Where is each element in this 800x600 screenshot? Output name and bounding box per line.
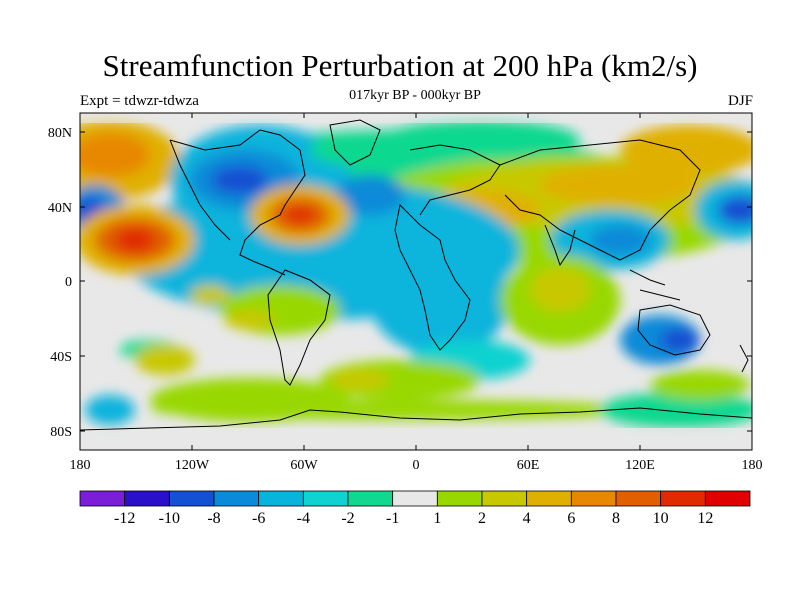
colorbar-swatch xyxy=(570,490,617,507)
lat-label: 40N xyxy=(48,201,72,216)
colorbar-swatch xyxy=(302,490,349,507)
coastlines xyxy=(80,119,752,431)
lat-label: 80N xyxy=(48,126,72,141)
chart-title: Streamfunction Perturbation at 200 hPa (… xyxy=(102,48,698,83)
season-label: DJF xyxy=(727,93,753,109)
colorbar-swatch xyxy=(436,490,483,507)
colorbar-swatch xyxy=(660,490,706,507)
colorbar-label: 2 xyxy=(478,510,486,527)
colorbar-label: -8 xyxy=(207,510,220,527)
colorbar-label: -4 xyxy=(297,510,310,527)
experiment-label: Expt = tdwzr-tdwza xyxy=(80,93,199,109)
colorbar-label: -10 xyxy=(159,510,180,527)
colorbar-swatch xyxy=(392,490,438,507)
lon-label: 180 xyxy=(70,458,91,473)
colorbar-swatch xyxy=(615,490,662,507)
colorbar-swatch xyxy=(526,490,572,507)
lon-label: 120W xyxy=(175,458,210,473)
chart-subtitle: 017kyr BP - 000kyr BP xyxy=(349,88,481,103)
colorbar-label: 12 xyxy=(697,510,713,527)
colorbar-label: -2 xyxy=(341,510,354,527)
colorbar-label: -1 xyxy=(386,510,399,527)
colorbar-swatch xyxy=(213,490,260,507)
colorbar-swatch xyxy=(704,490,751,507)
colorbar-label: 4 xyxy=(523,510,531,527)
colorbar-swatch xyxy=(258,490,304,507)
colorbar-label: -12 xyxy=(114,510,135,527)
lon-label: 0 xyxy=(413,458,420,473)
lon-label: 60E xyxy=(517,458,540,473)
colorbar-swatch xyxy=(79,490,126,507)
colorbar-swatch xyxy=(481,490,528,507)
colorbar-swatch xyxy=(168,490,215,507)
lat-ticks xyxy=(80,131,752,432)
lon-ticks xyxy=(79,113,753,450)
colorbar-label: 10 xyxy=(653,510,669,527)
lat-label: 80S xyxy=(50,425,72,440)
colorbar-label: 6 xyxy=(567,510,575,527)
lon-label: 180 xyxy=(742,458,763,473)
colorbar-label: -6 xyxy=(252,510,265,527)
lon-label: 120E xyxy=(625,458,655,473)
lon-label: 60W xyxy=(290,458,318,473)
colorbar: -12 -10 -8 -6 -4 -2 -1 1 2 4 6 8 10 12 xyxy=(79,490,751,527)
colorbar-swatch xyxy=(124,490,170,507)
lat-label: 40S xyxy=(50,350,72,365)
map-plot-area xyxy=(80,113,752,450)
colorbar-label: 1 xyxy=(433,510,441,527)
colorbar-swatch xyxy=(347,490,394,507)
colorbar-label: 8 xyxy=(612,510,620,527)
lat-label: 0 xyxy=(65,275,72,290)
